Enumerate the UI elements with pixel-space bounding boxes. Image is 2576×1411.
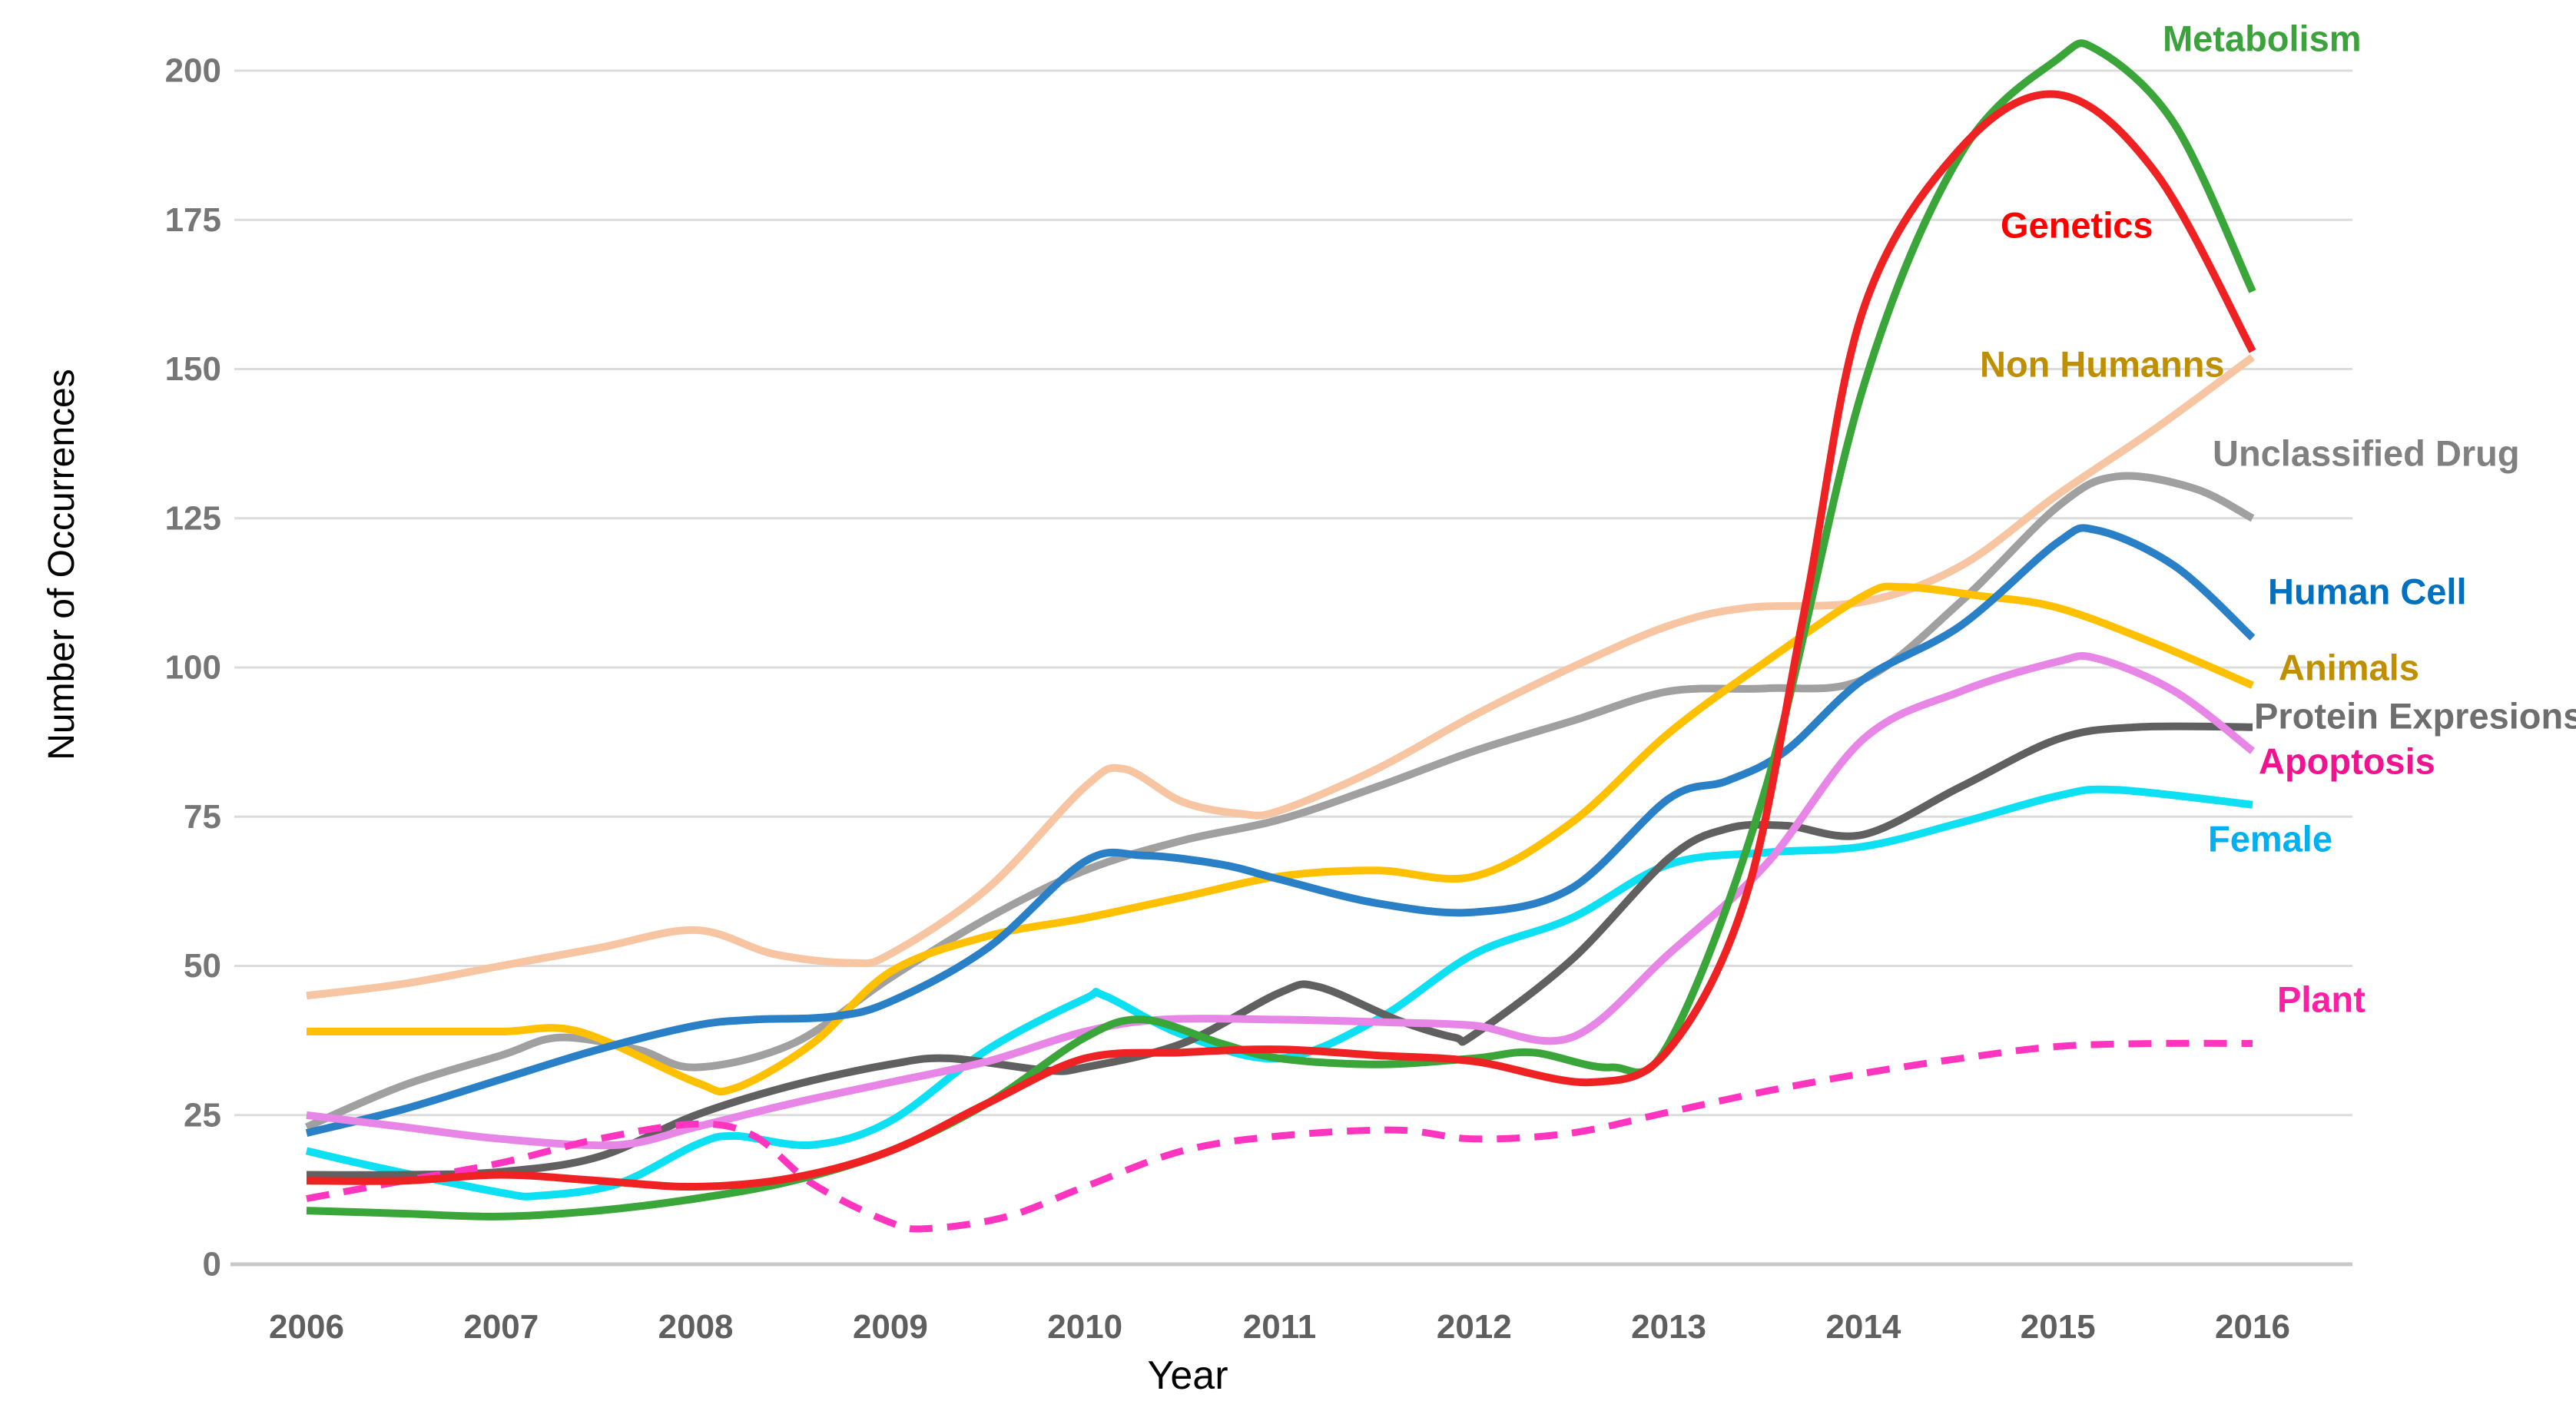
series-line-genetics xyxy=(306,90,2256,1191)
y-tick-label-25: 25 xyxy=(184,1096,221,1134)
x-tick-label-2014: 2014 xyxy=(1825,1308,1901,1346)
x-tick-label-2016: 2016 xyxy=(2215,1308,2290,1346)
x-tick-label-2012: 2012 xyxy=(1437,1308,1512,1346)
y-tick-label-175: 175 xyxy=(165,201,221,239)
series-line-human-cell xyxy=(305,524,2256,1137)
series-line-plant xyxy=(306,1039,2253,1233)
series-label-non-humanns: Non Humanns xyxy=(1980,344,2225,385)
x-tick-label-2011: 2011 xyxy=(1243,1308,1316,1346)
y-axis-tick-labels: 0 25 50 75 100 125 150 175 200 xyxy=(165,52,221,1283)
series-label-apoptosis: Apoptosis xyxy=(2259,741,2435,782)
series-line-unclassified-drug xyxy=(305,472,2255,1131)
series-label-plant: Plant xyxy=(2277,979,2365,1020)
y-tick-label-75: 75 xyxy=(184,798,221,836)
x-tick-label-2007: 2007 xyxy=(463,1308,539,1346)
x-axis-title: Year xyxy=(1147,1353,1228,1398)
x-tick-label-2010: 2010 xyxy=(1047,1308,1122,1346)
series-labels: Non Humanns Unclassified Drug Animals Human… xyxy=(1980,18,2576,1020)
series-line-animals xyxy=(307,582,2254,1096)
x-tick-label-2006: 2006 xyxy=(269,1308,344,1346)
y-tick-label-125: 125 xyxy=(165,499,221,537)
y-tick-label-0: 0 xyxy=(203,1246,221,1283)
x-tick-label-2009: 2009 xyxy=(853,1308,928,1346)
y-tick-label-200: 200 xyxy=(165,52,221,90)
series-label-protein-expresions: Protein Expresions xyxy=(2254,696,2576,737)
series-label-genetics: Genetics xyxy=(2001,205,2153,246)
gridlines xyxy=(230,69,2352,1267)
y-tick-label-150: 150 xyxy=(165,350,221,388)
y-tick-label-100: 100 xyxy=(165,649,221,687)
series-label-female: Female xyxy=(2208,819,2332,860)
y-tick-label-50: 50 xyxy=(184,947,221,985)
x-axis-tick-labels: 2006 2007 2008 2009 2010 2011 2012 2013 2014 2015… xyxy=(269,1308,2290,1346)
series-label-animals: Animals xyxy=(2279,648,2419,688)
series-label-metabolism: Metabolism xyxy=(2163,18,2362,59)
series-line-non-humanns xyxy=(306,353,2255,1000)
x-tick-label-2013: 2013 xyxy=(1631,1308,1706,1346)
x-tick-label-2015: 2015 xyxy=(2021,1308,2096,1346)
y-axis-title: Number of Occurrences xyxy=(41,369,82,760)
series-line-apoptosis xyxy=(306,651,2256,1150)
series-label-unclassified-drug: Unclassified Drug xyxy=(2213,433,2520,474)
series-label-human-cell: Human Cell xyxy=(2268,571,2467,612)
series-lines xyxy=(305,39,2256,1233)
x-tick-label-2008: 2008 xyxy=(658,1308,734,1346)
